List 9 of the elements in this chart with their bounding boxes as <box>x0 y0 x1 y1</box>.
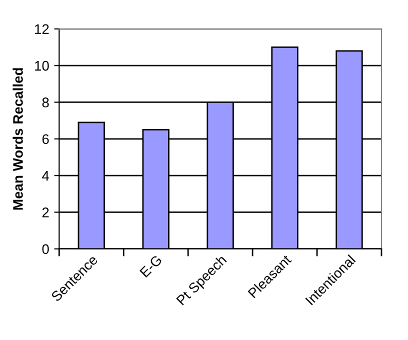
y-tick-label: 0 <box>42 244 49 254</box>
y-tick-label: 6 <box>42 134 49 144</box>
y-tick-label: 12 <box>35 24 49 34</box>
y-tick-label: 10 <box>35 60 49 71</box>
y-axis-title: Mean Words Recalled <box>12 68 23 210</box>
x-tick-label: E-G <box>139 254 162 278</box>
y-tick-label: 4 <box>42 171 50 181</box>
y-tick-label: 8 <box>42 98 49 108</box>
y-tick-label: 2 <box>42 208 49 218</box>
